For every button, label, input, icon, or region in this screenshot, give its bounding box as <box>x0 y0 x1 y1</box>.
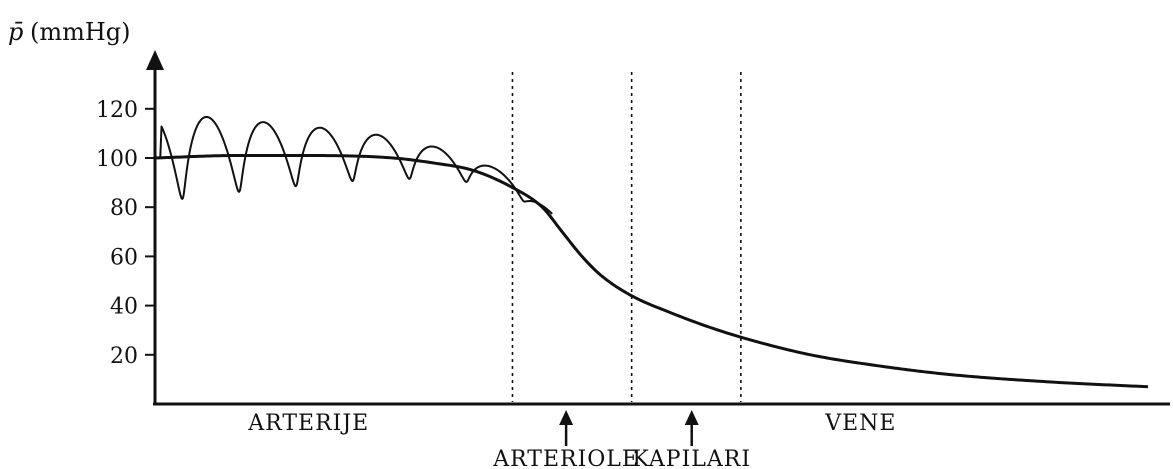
region-boundaries <box>511 72 742 402</box>
y-axis-symbol: p̄ <box>8 18 23 46</box>
segment-label: ARTERIJE <box>247 411 369 436</box>
y-tick-label: 80 <box>110 196 138 221</box>
y-tick-label: 40 <box>110 295 138 320</box>
segment-label: KAPILARI <box>632 447 751 469</box>
y-ticks: 20 40 60 80 100 120 <box>96 98 155 369</box>
axes: p̄ (mmHg) <box>8 18 1170 406</box>
y-tick-label: 20 <box>110 344 138 369</box>
mean-pressure-line <box>154 154 1149 389</box>
pulsatile-pressure-line <box>154 115 553 215</box>
y-tick-label: 100 <box>96 147 138 172</box>
segment-label: ARTERIOLE <box>492 447 639 469</box>
y-axis-unit: (mmHg) <box>30 18 131 46</box>
segment-arrow-head <box>684 410 699 425</box>
y-tick-label: 120 <box>96 98 138 123</box>
segment-arrow-head <box>559 410 574 425</box>
y-tick-label: 60 <box>110 245 138 270</box>
series-lines <box>154 115 1149 389</box>
y-axis-arrow <box>146 50 164 70</box>
segment-label: VENE <box>824 411 896 436</box>
